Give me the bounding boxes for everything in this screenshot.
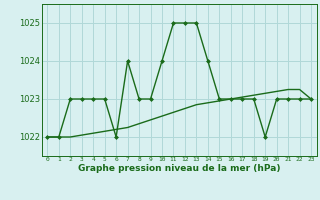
X-axis label: Graphe pression niveau de la mer (hPa): Graphe pression niveau de la mer (hPa) — [78, 164, 280, 173]
